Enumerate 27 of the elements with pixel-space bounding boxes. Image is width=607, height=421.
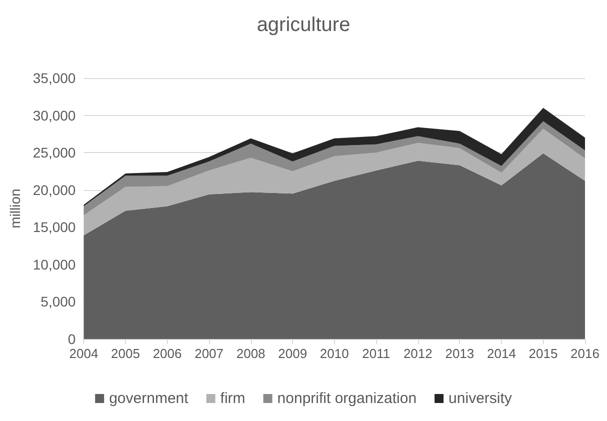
y-axis-title: million [7, 188, 23, 228]
x-tick-label: 2010 [320, 346, 349, 361]
y-tick-label: 5,000 [40, 294, 76, 310]
legend-label: government [109, 390, 190, 407]
y-tick-label: 25,000 [32, 144, 76, 161]
y-tick-label: 10,000 [32, 256, 76, 272]
x-tick-label: 2008 [236, 346, 266, 361]
chart-title: agriculture [256, 14, 350, 36]
x-tick-label: 2016 [570, 346, 600, 361]
x-tick-label: 2007 [194, 346, 224, 361]
y-tick-label: 30,000 [32, 107, 76, 124]
y-tick-label: 35,000 [32, 70, 76, 86]
x-tick-label: 2009 [278, 346, 308, 361]
x-tick-label: 2006 [152, 346, 182, 361]
x-tick-label: 2005 [111, 346, 140, 361]
y-tick-label: 0 [68, 331, 76, 347]
x-tick-label: 2014 [486, 346, 516, 361]
x-tick-label: 2013 [445, 346, 474, 361]
x-tick-label: 2015 [528, 346, 558, 361]
legend-label: firm [220, 390, 246, 407]
y-tick-label: 15,000 [32, 219, 76, 236]
legend-label: university [448, 390, 512, 407]
legend-label: nonprifit organization [277, 390, 417, 407]
y-tick-label: 20,000 [32, 182, 76, 198]
x-tick-label: 2012 [403, 346, 432, 361]
x-tick-label: 2011 [362, 346, 390, 361]
x-tick-label: 2004 [69, 346, 98, 361]
